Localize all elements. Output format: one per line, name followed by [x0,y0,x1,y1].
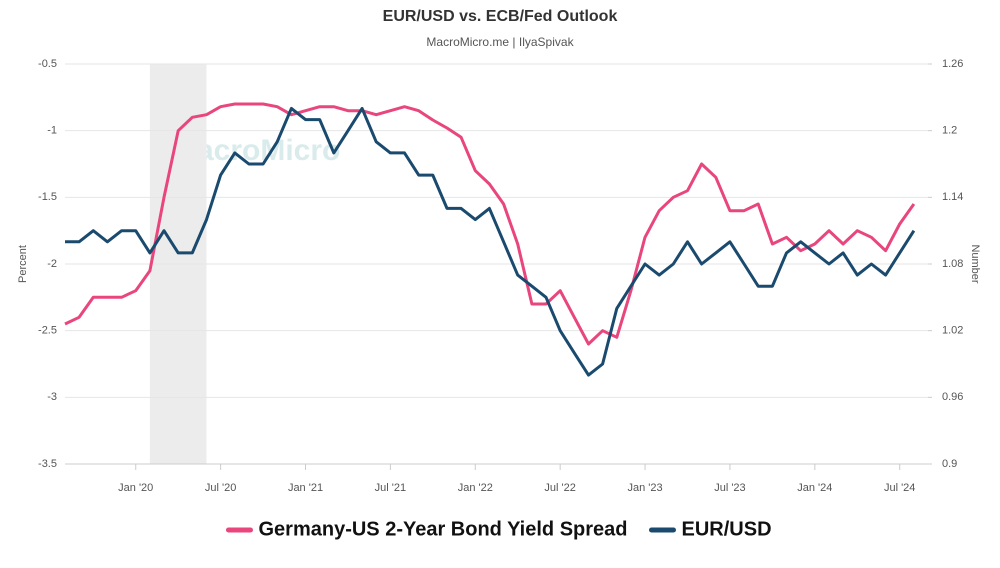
y2-tick-label: 1.14 [942,191,963,203]
chart-title: EUR/USD vs. ECB/Fed Outlook [383,8,618,25]
y-tick-label: -2 [47,258,57,270]
y2-tick-label: 0.96 [942,391,963,403]
y-tick-label: -0.5 [38,58,57,70]
x-tick-label: Jan '21 [288,482,323,494]
y-tick-label: -2.5 [38,325,57,337]
y2-tick-label: 1.26 [942,58,963,70]
legend-label: EUR/USD [682,518,772,540]
y-axis-label: Percent [17,245,29,283]
chart-subtitle: MacroMicro.me | IlyaSpivak [426,35,574,49]
x-tick-label: Jul '20 [205,482,236,494]
y-tick-label: -3 [47,391,57,403]
y2-tick-label: 1.2 [942,125,957,137]
legend: Germany-US 2-Year Bond Yield Spread EUR/U… [225,518,772,540]
x-tick-label: Jan '22 [458,482,493,494]
legend-label: Germany-US 2-Year Bond Yield Spread [258,518,627,540]
x-tick-label: Jul '24 [884,482,915,494]
x-tick-label: Jan '20 [118,482,153,494]
series-line [65,106,916,377]
y-tick-label: -3.5 [38,458,57,470]
series-line [64,102,916,346]
y2-tick-label: 1.02 [942,325,963,337]
y-tick-label: -1 [47,125,57,137]
x-tick-label: Jul '22 [544,482,575,494]
y2-axis-label: Number [969,244,981,283]
y2-tick-label: 1.08 [942,258,963,270]
x-tick-label: Jan '23 [627,482,662,494]
y2-tick-label: 0.9 [942,458,957,470]
x-tick-label: Jan '24 [797,482,832,494]
y-tick-label: -1.5 [38,191,57,203]
x-tick-label: Jul '23 [714,482,745,494]
x-tick-label: Jul '21 [375,482,406,494]
